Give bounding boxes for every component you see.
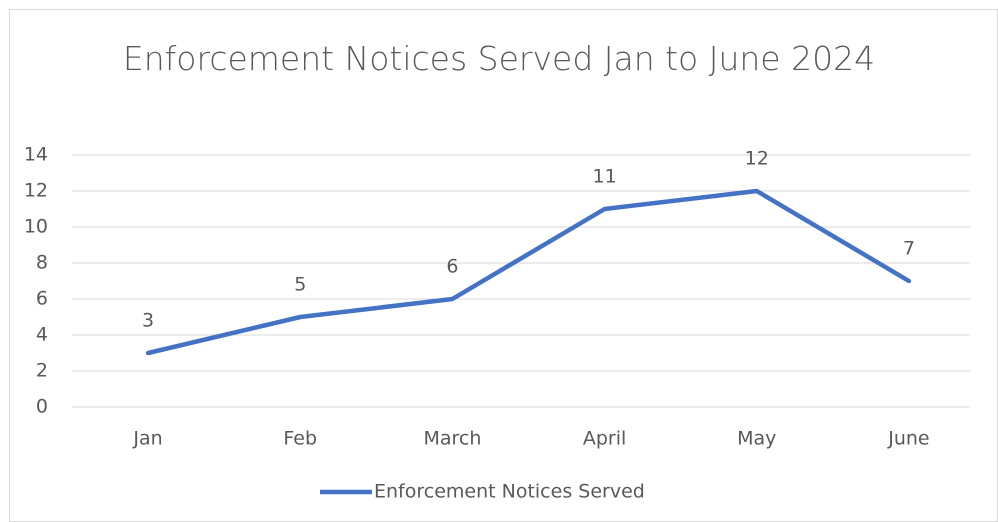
y-tick-label: 14 [24, 144, 48, 166]
data-label: 5 [294, 274, 306, 296]
data-label: 3 [142, 310, 154, 332]
chart-title: Enforcement Notices Served Jan to June 2… [122, 39, 876, 78]
data-label: 7 [903, 238, 915, 260]
x-tick-label: Feb [283, 428, 317, 450]
y-tick-label: 12 [24, 180, 48, 202]
data-label: 6 [446, 256, 458, 278]
series-line [145, 188, 912, 356]
y-tick-label: 8 [36, 252, 48, 274]
y-tick-label: 0 [36, 396, 48, 418]
x-tick-label: June [887, 428, 929, 450]
x-tick-label: March [423, 428, 481, 450]
x-tick-label: April [583, 428, 626, 450]
legend-label: Enforcement Notices Served [374, 481, 645, 503]
y-tick-label: 2 [36, 360, 48, 382]
y-tick-label: 4 [36, 324, 48, 346]
x-tick-label: Jan [132, 428, 162, 450]
x-tick-label: May [737, 428, 776, 450]
data-label: 12 [745, 148, 769, 170]
y-tick-label: 6 [36, 288, 48, 310]
data-label: 11 [592, 166, 616, 188]
y-tick-label: 10 [24, 216, 48, 238]
